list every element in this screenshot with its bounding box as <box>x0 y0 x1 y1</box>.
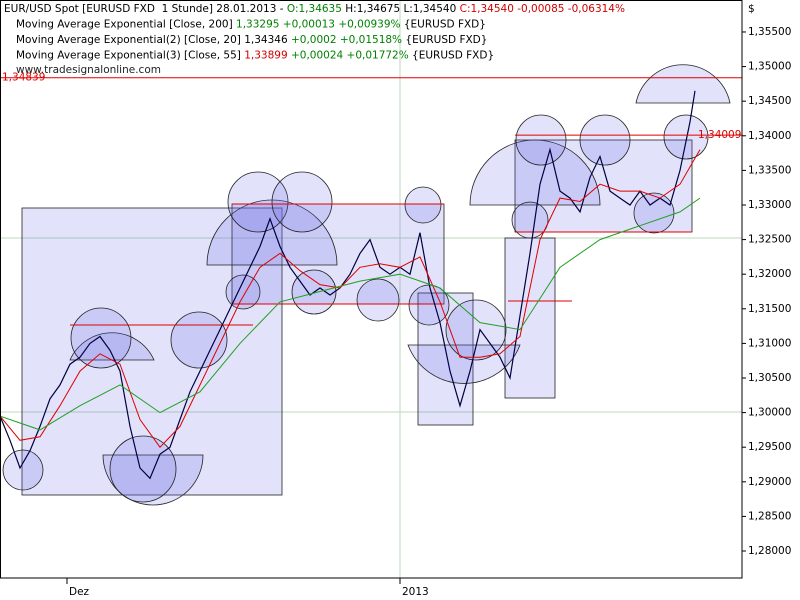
y-tick-label: 1,29500 <box>748 441 791 453</box>
circle <box>445 299 507 361</box>
circle <box>633 192 675 234</box>
y-tick-label: 1,33500 <box>748 164 791 176</box>
y-tick-label: 1,28000 <box>748 545 791 557</box>
circle <box>170 311 228 369</box>
box <box>514 139 693 233</box>
circle <box>511 201 549 239</box>
y-axis-label: $ <box>748 3 755 15</box>
header-segment: Moving Average Exponential [Close, 200] <box>16 19 236 31</box>
y-tick-label: 1,30500 <box>748 372 791 384</box>
y-tick-label: 1,32000 <box>748 268 791 280</box>
y-tick-label: 1,28500 <box>748 510 791 522</box>
header-segment: Moving Average Exponential(2) [Close, 20… <box>16 34 291 46</box>
circle <box>404 186 442 224</box>
box <box>504 237 556 399</box>
circle <box>663 114 709 160</box>
header-segment: 1,33899 <box>244 50 287 62</box>
plot: 1,34839 1,34009 <box>0 72 742 480</box>
header-line: EUR/USD Spot [EURUSD FXD 1 Stunde] 28.01… <box>4 3 625 15</box>
arc <box>635 64 731 104</box>
circle <box>227 171 289 233</box>
x-tick-label: 2013 <box>402 586 429 598</box>
box <box>21 207 283 496</box>
series-line <box>0 197 701 431</box>
header-segment: C:1,34540 -0,00085 -0,06314% <box>460 3 625 15</box>
y-tick-label: 1,35000 <box>748 61 791 73</box>
circle <box>356 278 400 322</box>
circle <box>2 449 44 491</box>
header-segment: {EURUSD FXD} <box>401 19 486 31</box>
series-line <box>0 90 696 480</box>
drawings <box>2 64 731 506</box>
header-segment: EUR/USD Spot [EURUSD FXD 1 Stunde] 28.01… <box>4 3 287 15</box>
arc <box>102 454 204 506</box>
level-label: 1,34009 <box>698 129 741 141</box>
y-tick-label: 1,32500 <box>748 234 791 246</box>
header-line: Moving Average Exponential [Close, 200] … <box>16 19 486 31</box>
header-segment: {EURUSD FXD} <box>409 50 494 62</box>
circle <box>109 435 177 503</box>
header-segment: +0,0002 +0,01518% <box>291 34 402 46</box>
header-segment: 1,33295 +0,00013 +0,00939% <box>236 19 401 31</box>
circle <box>579 114 631 166</box>
grid <box>0 0 742 578</box>
y-tick-label: 1,30000 <box>748 407 791 419</box>
x-tick-label: Dez <box>69 586 90 598</box>
y-tick-label: 1,31000 <box>748 337 791 349</box>
header-segment: H:1,34675 L:1,34540 <box>345 3 459 15</box>
y-tick-label: 1,34000 <box>748 130 791 142</box>
circle <box>271 171 333 233</box>
header-line: Moving Average Exponential(2) [Close, 20… <box>16 34 487 46</box>
watermark: www.tradesignalonline.com <box>16 64 161 76</box>
series-line <box>0 149 701 448</box>
circle <box>515 114 567 166</box>
arc <box>69 332 155 361</box>
header-segment: +0,00024 +0,01772% <box>288 50 409 62</box>
arc <box>469 139 601 206</box>
y-tick-label: 1,34500 <box>748 95 791 107</box>
header-segment: {EURUSD FXD} <box>402 34 487 46</box>
header-segment: Moving Average Exponential(3) [Close, 55… <box>16 50 244 62</box>
header-segment: O:1,34635 <box>287 3 345 15</box>
header-line: Moving Average Exponential(3) [Close, 55… <box>16 50 494 62</box>
y-tick-label: 1,33000 <box>748 199 791 211</box>
plot-frame <box>0 0 743 579</box>
level-label: 1,34839 <box>2 72 45 84</box>
y-tick-label: 1,31500 <box>748 303 791 315</box>
arc <box>206 199 338 266</box>
y-tick-label: 1,35500 <box>748 26 791 38</box>
y-tick-label: 1,29000 <box>748 476 791 488</box>
